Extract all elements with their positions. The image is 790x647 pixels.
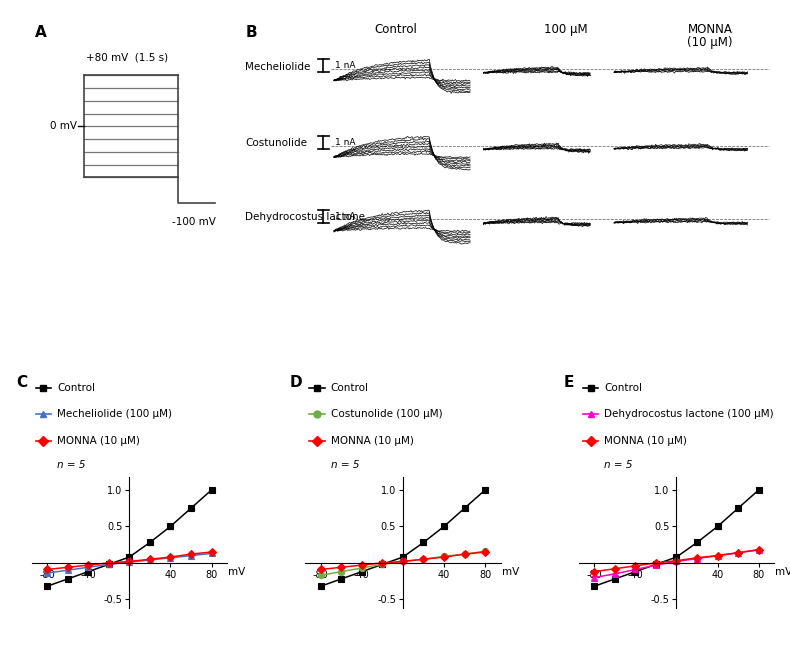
Text: C: C: [16, 375, 27, 389]
Text: B: B: [246, 25, 258, 39]
Text: D: D: [290, 375, 303, 389]
Text: 1 nA: 1 nA: [335, 61, 356, 71]
Text: Dehydrocostus lactone (100 μM): Dehydrocostus lactone (100 μM): [604, 410, 774, 419]
Text: MONNA: MONNA: [688, 23, 732, 36]
Text: (10 μM): (10 μM): [687, 36, 733, 49]
Text: Control: Control: [374, 23, 417, 36]
Text: n = 5: n = 5: [57, 461, 85, 470]
Text: Costunolide: Costunolide: [245, 138, 307, 148]
Text: Costunolide (100 μM): Costunolide (100 μM): [330, 410, 442, 419]
Text: mV: mV: [775, 567, 790, 576]
Text: Mecheliolide: Mecheliolide: [245, 61, 310, 72]
Text: n = 5: n = 5: [330, 461, 359, 470]
Text: n = 5: n = 5: [604, 461, 633, 470]
Text: -100 mV: -100 mV: [172, 217, 216, 227]
Text: 0 mV: 0 mV: [50, 122, 77, 131]
Text: 100 μM: 100 μM: [544, 23, 588, 36]
Text: Control: Control: [57, 383, 95, 393]
Text: Mecheliolide (100 μM): Mecheliolide (100 μM): [57, 410, 172, 419]
Text: mV: mV: [228, 567, 246, 576]
Text: A: A: [36, 25, 47, 39]
Text: Dehydrocostus lactone: Dehydrocostus lactone: [245, 212, 365, 222]
Text: MONNA (10 μM): MONNA (10 μM): [57, 436, 140, 446]
Text: Control: Control: [604, 383, 642, 393]
Text: Control: Control: [330, 383, 369, 393]
Text: +80 mV  (1.5 s): +80 mV (1.5 s): [86, 53, 168, 63]
Text: MONNA (10 μM): MONNA (10 μM): [604, 436, 687, 446]
Text: E: E: [563, 375, 574, 389]
Text: 1 nA: 1 nA: [335, 138, 356, 147]
Text: MONNA (10 μM): MONNA (10 μM): [330, 436, 413, 446]
Text: mV: mV: [502, 567, 519, 576]
Text: 1 nA: 1 nA: [335, 212, 356, 221]
